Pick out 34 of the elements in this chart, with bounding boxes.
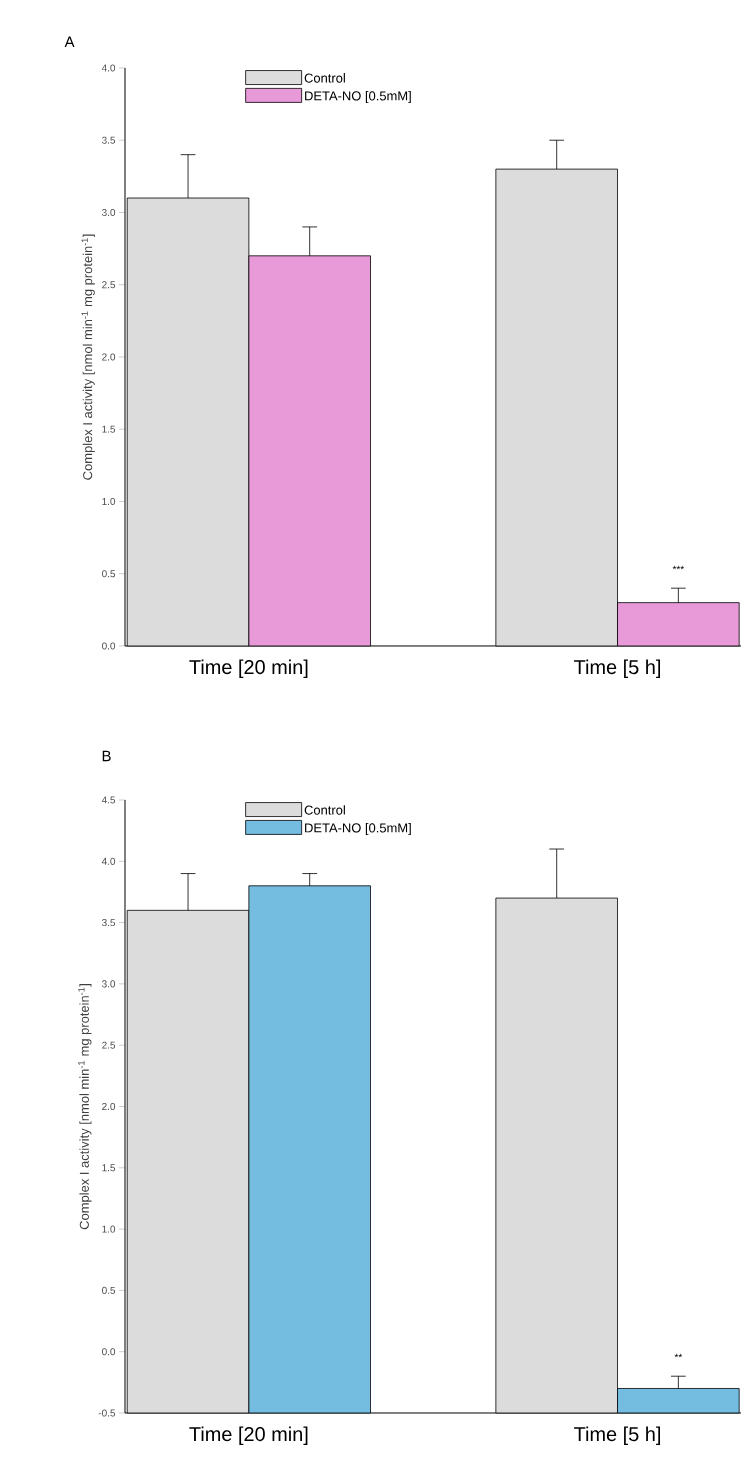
chart-title: A — [64, 36, 75, 47]
x-tick-label: Time [5 h] — [574, 659, 660, 679]
y-tick-label: 3.0 — [102, 980, 116, 988]
y-tick-label: 2.5 — [102, 281, 116, 289]
y-tick-label: 1.0 — [102, 1225, 116, 1233]
y-tick-label: 0.5 — [102, 570, 116, 578]
x-tick-label: Time [20 min] — [189, 659, 308, 679]
x-tick-label: Time [5 h] — [574, 1426, 660, 1446]
y-tick-label: 0.0 — [102, 1348, 116, 1356]
y-tick-label: 1.0 — [102, 497, 116, 505]
y-tick-label: 3.5 — [102, 919, 116, 927]
y-tick-label: 2.5 — [102, 1041, 116, 1049]
legend-label: DETA-NO [0.5mM] — [305, 822, 411, 836]
x-tick-label: Time [20 min] — [189, 1426, 308, 1446]
y-tick-label: 4.5 — [101, 796, 116, 804]
y-tick-label: 1.5 — [102, 425, 116, 433]
y-tick-label: -0.5 — [98, 1409, 116, 1417]
y-tick-label: 2.0 — [102, 353, 116, 361]
legend-label: Control — [304, 73, 345, 83]
y-tick-label: 4.0 — [101, 64, 116, 72]
y-tick-label: 0.0 — [102, 642, 116, 650]
y-tick-label: 2.0 — [102, 1102, 116, 1111]
annotation: ** — [674, 1353, 683, 1358]
legend-label: DETA-NO [0.5mM] — [305, 90, 411, 104]
y-tick-label: 4.0 — [101, 857, 116, 865]
y-axis-title: Complex I activity [nmol min$^{-1}$ mg protein$^{-1}$] — [81, 234, 95, 480]
y-tick-label: 0.5 — [102, 1286, 116, 1294]
chart-title: B — [102, 750, 111, 762]
legend-label: Control — [304, 805, 345, 815]
y-tick-label: 1.5 — [102, 1164, 116, 1172]
annotation: *** — [672, 565, 684, 570]
y-tick-label: 3.0 — [102, 208, 116, 216]
y-tick-label: 3.5 — [102, 136, 116, 144]
y-axis-title: Complex I activity [nmol min$^{-1}$ mg protein$^{-1}$] — [78, 984, 92, 1230]
